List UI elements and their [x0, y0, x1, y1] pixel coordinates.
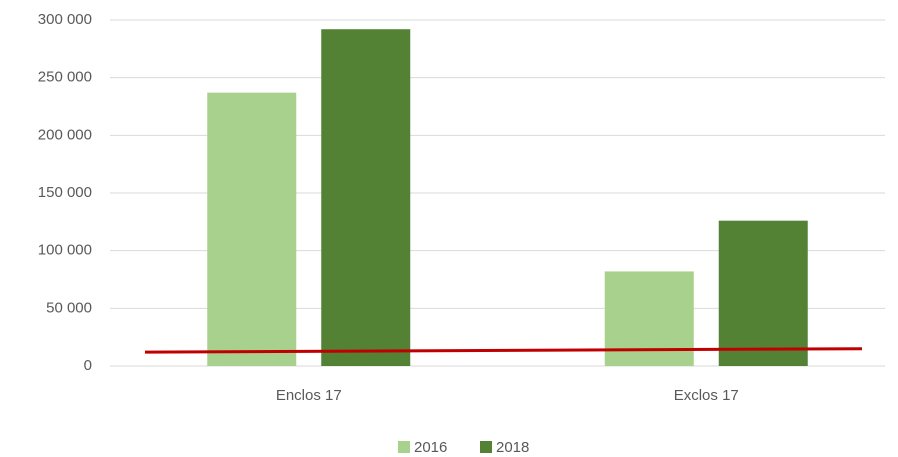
y-tick-label: 150 000 [38, 184, 92, 201]
y-tick-label: 100 000 [38, 242, 92, 259]
y-tick-label: 50 000 [46, 299, 92, 316]
y-tick-label: 200 000 [38, 126, 92, 143]
y-tick-label: 300 000 [38, 11, 92, 28]
bar [718, 220, 808, 366]
legend-swatch [398, 441, 410, 453]
x-tick-label: Exclos 17 [674, 387, 739, 404]
bar [207, 92, 297, 366]
y-tick-label: 0 [84, 357, 92, 374]
legend-label: 2018 [496, 439, 529, 456]
reference-line [144, 347, 863, 354]
y-tick-label: 250 000 [38, 69, 92, 86]
legend-label: 2016 [414, 439, 447, 456]
legend-swatch [480, 441, 492, 453]
bar [604, 271, 694, 366]
bar [321, 29, 411, 367]
x-tick-label: Enclos 17 [276, 387, 342, 404]
